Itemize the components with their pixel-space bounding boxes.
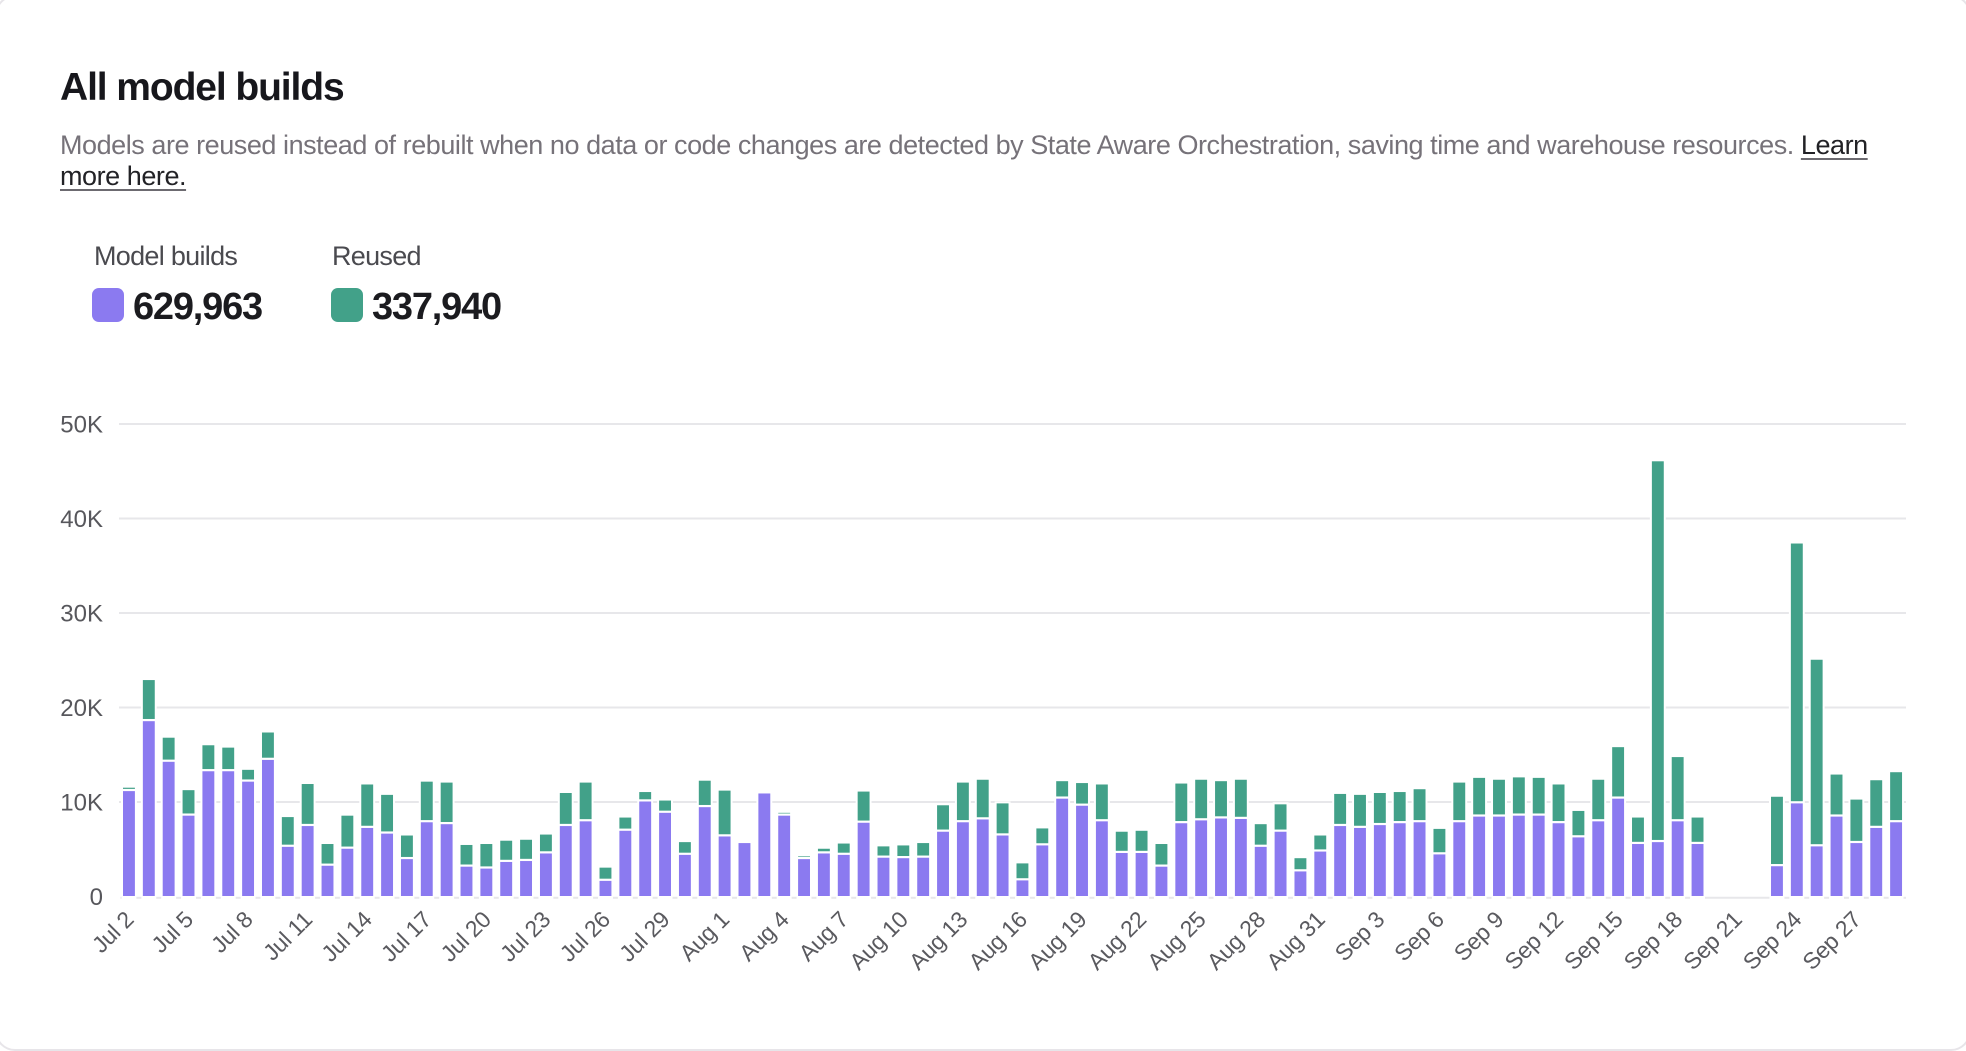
svg-text:Sep 24: Sep 24 (1738, 906, 1807, 975)
svg-text:Aug 25: Aug 25 (1142, 906, 1211, 975)
svg-text:Jul 2: Jul 2 (87, 906, 139, 958)
svg-text:Aug 31: Aug 31 (1261, 906, 1330, 975)
svg-text:Sep 18: Sep 18 (1619, 906, 1688, 975)
svg-text:Aug 19: Aug 19 (1023, 906, 1092, 975)
svg-text:Jul 29: Jul 29 (614, 906, 675, 967)
svg-text:Sep 27: Sep 27 (1797, 906, 1866, 975)
svg-text:Aug 22: Aug 22 (1082, 906, 1151, 975)
svg-text:Jul 26: Jul 26 (554, 906, 615, 967)
svg-text:10K: 10K (60, 790, 103, 817)
svg-text:Aug 28: Aug 28 (1202, 906, 1271, 975)
svg-text:40K: 40K (60, 506, 103, 533)
svg-text:Jul 11: Jul 11 (258, 906, 317, 965)
svg-text:20K: 20K (60, 695, 103, 722)
svg-text:Sep 15: Sep 15 (1559, 906, 1628, 975)
svg-text:30K: 30K (60, 601, 103, 628)
svg-text:Jul 20: Jul 20 (435, 906, 496, 967)
svg-text:Jul 23: Jul 23 (495, 906, 556, 967)
svg-text:Sep 12: Sep 12 (1499, 906, 1568, 975)
svg-text:Jul 14: Jul 14 (316, 906, 377, 967)
svg-text:Aug 13: Aug 13 (904, 906, 973, 975)
svg-text:50K: 50K (60, 412, 103, 439)
svg-text:Sep 21: Sep 21 (1678, 906, 1747, 975)
svg-text:Jul 17: Jul 17 (376, 906, 437, 967)
svg-text:Aug 16: Aug 16 (963, 906, 1032, 975)
svg-text:Aug 1: Aug 1 (674, 906, 734, 966)
svg-text:Aug 10: Aug 10 (844, 906, 913, 975)
svg-text:Jul 8: Jul 8 (206, 906, 258, 958)
svg-text:Jul 5: Jul 5 (146, 906, 198, 958)
svg-text:0: 0 (90, 884, 103, 911)
svg-text:Sep 3: Sep 3 (1330, 906, 1390, 966)
svg-text:Aug 4: Aug 4 (734, 906, 794, 966)
svg-text:Sep 6: Sep 6 (1389, 906, 1449, 966)
